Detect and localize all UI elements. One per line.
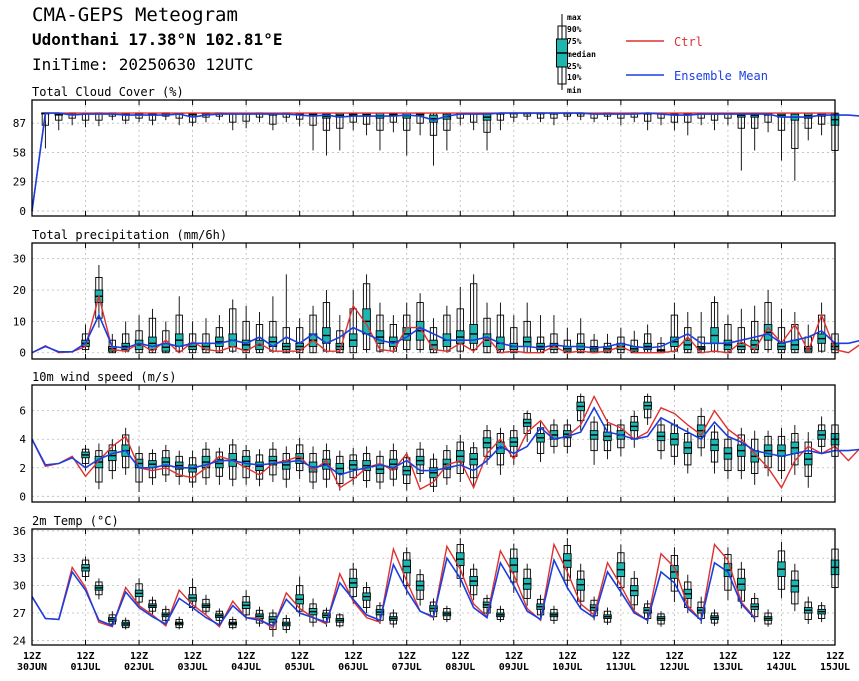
ctrl-line xyxy=(31,112,835,212)
x-tick-label-date: 30JUN xyxy=(17,662,47,673)
x-tick-label-hour: 12Z xyxy=(772,651,790,662)
y-tick-label: 29 xyxy=(13,176,26,189)
ctrl-line xyxy=(31,542,756,630)
box-10-90 xyxy=(162,330,170,354)
legend-box-label: 90% xyxy=(567,25,582,34)
y-tick-label: 0 xyxy=(19,205,26,218)
panel-frame xyxy=(31,99,836,217)
x-tick-label-date: 07JUL xyxy=(392,662,422,673)
ensemble-mean-line xyxy=(31,112,859,212)
y-tick-label: 24 xyxy=(13,634,27,647)
x-tick-label-date: 05JUL xyxy=(285,662,315,673)
legend-box-label: 10% xyxy=(567,73,582,82)
x-tick-label-date: 10JUL xyxy=(552,662,582,673)
box-10-90 xyxy=(242,320,250,354)
panel-frame xyxy=(31,384,836,503)
x-tick-label-date: 15JUL xyxy=(820,662,850,673)
y-tick-label: 10 xyxy=(13,315,26,328)
y-tick-label: 0 xyxy=(19,490,26,503)
y-tick-label: 36 xyxy=(13,525,26,538)
y-tick-label: 30 xyxy=(13,580,26,593)
y-tick-label: 6 xyxy=(19,405,26,418)
x-tick-label-date: 01JUL xyxy=(70,662,100,673)
y-tick-label: 27 xyxy=(13,607,26,620)
panel-title: Total Cloud Cover (%) xyxy=(32,85,184,99)
legend-mean-label: Ensemble Mean xyxy=(674,69,768,83)
ensemble-mean-line xyxy=(31,406,859,476)
y-tick-label: 58 xyxy=(13,146,26,159)
x-tick-label-hour: 12Z xyxy=(505,651,523,662)
y-tick-label: 30 xyxy=(13,253,26,266)
x-tick-label-hour: 12Z xyxy=(130,651,148,662)
x-tick-label-date: 04JUL xyxy=(231,662,261,673)
y-tick-label: 87 xyxy=(13,117,26,130)
x-tick-label-hour: 12Z xyxy=(344,651,362,662)
x-tick-label-hour: 12Z xyxy=(184,651,202,662)
x-tick-label-date: 08JUL xyxy=(445,662,475,673)
legend-box-label: max xyxy=(567,13,582,22)
x-tick-label-hour: 12Z xyxy=(612,651,630,662)
legend-box-label: min xyxy=(567,85,582,95)
panel-title: 10m wind speed (m/s) xyxy=(32,370,177,384)
box-10-90 xyxy=(229,308,237,352)
legend-box-label: median xyxy=(567,49,596,59)
box-10-90 xyxy=(456,308,464,352)
ctrl-line xyxy=(31,394,859,491)
panel-title: 2m Temp (°C) xyxy=(32,514,119,528)
meteogram-title: CMA-GEPS Meteogram xyxy=(32,4,238,26)
x-tick-label-date: 06JUL xyxy=(338,662,368,673)
panel-frame xyxy=(31,242,836,360)
x-tick-label-date: 11JUL xyxy=(606,662,636,673)
ensemble-mean-line xyxy=(31,556,756,627)
x-tick-label-date: 02JUL xyxy=(124,662,154,673)
x-tick-label-hour: 12Z xyxy=(291,651,309,662)
x-tick-label-date: 09JUL xyxy=(499,662,529,673)
box-10-90 xyxy=(510,327,518,354)
y-tick-label: 4 xyxy=(19,433,26,446)
x-tick-label-date: 14JUL xyxy=(766,662,796,673)
x-tick-label-date: 03JUL xyxy=(178,662,208,673)
y-tick-label: 0 xyxy=(19,347,26,360)
x-tick-label-hour: 12Z xyxy=(719,651,737,662)
y-tick-label: 33 xyxy=(13,552,26,565)
box-10-90 xyxy=(470,283,478,351)
legend-box-label: 75% xyxy=(567,37,582,46)
legend-ctrl-label: Ctrl xyxy=(674,35,703,49)
x-tick-label-hour: 12Z xyxy=(826,651,844,662)
x-tick-label-hour: 12Z xyxy=(77,651,95,662)
x-tick-label-date: 13JUL xyxy=(713,662,743,673)
x-tick-label-hour: 12Z xyxy=(398,651,416,662)
y-tick-label: 2 xyxy=(19,462,26,475)
legend-box-label: 25% xyxy=(567,62,582,71)
init-time-label: IniTime: 20250630 12UTC xyxy=(32,55,254,74)
x-tick-label-hour: 12Z xyxy=(665,651,683,662)
x-tick-label-hour: 12Z xyxy=(237,651,255,662)
x-tick-label-hour: 12Z xyxy=(451,651,469,662)
box-10-90 xyxy=(175,314,183,352)
x-tick-label-hour: 12Z xyxy=(558,651,576,662)
panel-title: Total precipitation (mm/6h) xyxy=(32,228,227,242)
x-tick-label-hour: 12Z xyxy=(23,651,41,662)
box-10-90 xyxy=(148,317,157,354)
ensemble-mean-line xyxy=(31,313,859,354)
x-tick-label-date: 12JUL xyxy=(659,662,689,673)
location-label: Udonthani 17.38°N 102.81°E xyxy=(32,30,283,49)
y-tick-label: 20 xyxy=(13,284,26,297)
panel-frame xyxy=(31,528,836,646)
